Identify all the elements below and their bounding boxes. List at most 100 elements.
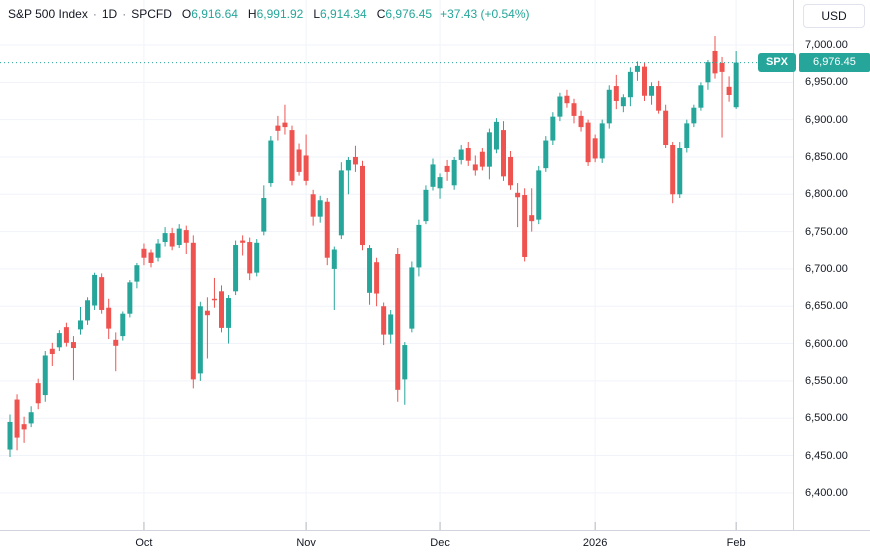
legend-separator: · bbox=[122, 7, 127, 21]
symbol-chip: SPX bbox=[758, 53, 797, 73]
candle-body bbox=[289, 130, 295, 181]
candle-body bbox=[705, 62, 711, 83]
price-axis-label: 6,850.00 bbox=[805, 150, 848, 163]
candle-body bbox=[670, 145, 676, 195]
candle-body bbox=[479, 151, 485, 167]
open-readout: O6,916.64 bbox=[181, 7, 238, 21]
price-axis-label: 7,000.00 bbox=[805, 39, 848, 51]
candle-body bbox=[423, 189, 429, 222]
candle-body bbox=[275, 125, 281, 131]
candle-body bbox=[162, 233, 168, 243]
candle-body bbox=[127, 282, 133, 314]
candle-body bbox=[656, 86, 662, 111]
price-axis-label: 6,900.00 bbox=[805, 113, 848, 126]
price-axis-label: 6,500.00 bbox=[805, 412, 848, 425]
candle-body bbox=[296, 149, 302, 172]
time-axis-label: Dec bbox=[430, 537, 450, 549]
candle-body bbox=[99, 277, 105, 310]
price-axis-label: 6,700.00 bbox=[805, 262, 848, 275]
candle-body bbox=[169, 233, 175, 247]
candle-body bbox=[578, 115, 584, 128]
candle-body bbox=[183, 230, 189, 243]
candle-body bbox=[254, 242, 260, 273]
candle-body bbox=[409, 267, 415, 329]
candle-body bbox=[606, 89, 612, 124]
price-axis-label: 6,400.00 bbox=[805, 486, 848, 499]
candle-body bbox=[352, 156, 358, 165]
candle-body bbox=[395, 253, 401, 390]
candle-body bbox=[113, 339, 119, 346]
candle-body bbox=[486, 132, 492, 167]
candle-body bbox=[282, 122, 288, 128]
candle-body bbox=[599, 123, 605, 159]
candle-body bbox=[416, 224, 422, 268]
candle-body bbox=[564, 95, 570, 104]
candle-body bbox=[677, 148, 683, 195]
candle-body bbox=[204, 310, 210, 316]
candle-body bbox=[381, 306, 387, 335]
candle-body bbox=[85, 300, 91, 321]
time-axis[interactable]: Oct Nov Dec 2026 Feb bbox=[0, 530, 870, 555]
last-price-badge: SPX 6,976.45 bbox=[758, 53, 870, 73]
candle-body bbox=[627, 71, 633, 98]
candle-body bbox=[211, 298, 217, 301]
candle-body bbox=[331, 249, 337, 269]
last-price-value: 6,976.45 bbox=[799, 53, 870, 73]
candle-body bbox=[190, 242, 196, 380]
candle-body bbox=[543, 140, 549, 169]
candle-body bbox=[345, 159, 351, 171]
price-axis-label: 6,800.00 bbox=[805, 188, 848, 201]
candle-body bbox=[324, 201, 330, 258]
candle-body bbox=[367, 248, 373, 293]
candle-body bbox=[63, 327, 69, 343]
candle-body bbox=[141, 248, 147, 258]
currency-button[interactable]: USD bbox=[803, 4, 865, 28]
candle-body bbox=[458, 149, 464, 160]
legend-separator: · bbox=[92, 7, 97, 21]
price-axis-label: 6,950.00 bbox=[805, 76, 848, 89]
price-axis-label: 6,750.00 bbox=[805, 225, 848, 238]
candle-body bbox=[698, 85, 704, 108]
candle-body bbox=[148, 252, 154, 263]
candle-body bbox=[197, 306, 203, 374]
candle-body bbox=[310, 194, 316, 217]
candle-body bbox=[35, 383, 41, 404]
price-axis-label: 6,650.00 bbox=[805, 300, 848, 313]
candle-body bbox=[120, 313, 126, 337]
high-readout: H6,991.92 bbox=[247, 7, 304, 21]
low-readout: L6,914.34 bbox=[313, 7, 367, 21]
candle-body bbox=[7, 421, 13, 450]
candle-body bbox=[571, 103, 577, 116]
candle-body bbox=[444, 165, 450, 172]
candle-body bbox=[493, 121, 499, 150]
candle-body bbox=[134, 265, 140, 282]
candle-body bbox=[437, 177, 443, 189]
candle-body bbox=[233, 245, 239, 292]
candle-body bbox=[268, 140, 274, 184]
price-axis[interactable]: 7,000.00 6,950.00 6,900.00 6,850.00 6,800.00… bbox=[793, 0, 870, 530]
candle-body bbox=[691, 107, 697, 124]
candle-body bbox=[226, 298, 232, 328]
exchange-name: SPCFD bbox=[131, 7, 172, 21]
candle-body bbox=[92, 274, 98, 306]
candle-body bbox=[550, 116, 556, 141]
candle-body bbox=[642, 66, 647, 96]
candle-body bbox=[522, 195, 528, 257]
candle-body bbox=[28, 412, 34, 424]
candle-body bbox=[592, 138, 598, 159]
candle-body bbox=[472, 164, 478, 171]
price-axis-label: 6,450.00 bbox=[805, 449, 848, 462]
candle-body bbox=[78, 320, 83, 330]
candle-body bbox=[176, 228, 182, 246]
candle-body bbox=[684, 123, 690, 149]
candle-body bbox=[374, 262, 380, 294]
candle-body bbox=[219, 291, 224, 328]
candle-body bbox=[303, 155, 309, 181]
candle-body bbox=[317, 200, 323, 217]
candle-body bbox=[261, 198, 267, 232]
interval-value[interactable]: 1D bbox=[101, 7, 118, 21]
symbol-title[interactable]: S&P 500 Index bbox=[8, 7, 88, 21]
candle-body bbox=[529, 215, 535, 222]
candle-body bbox=[155, 243, 161, 258]
